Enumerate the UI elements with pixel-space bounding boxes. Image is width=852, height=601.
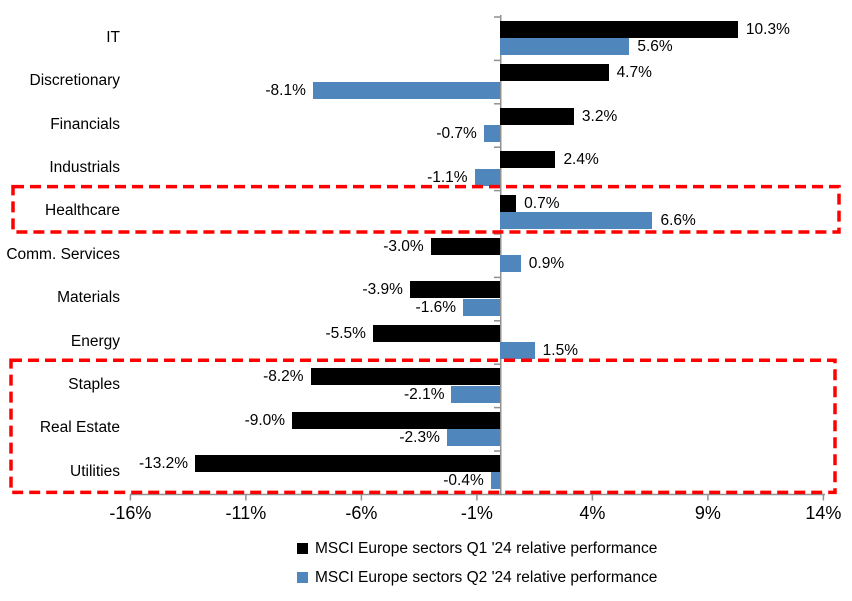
legend-swatch-q1-icon (297, 543, 308, 554)
bar-q1-utilities (195, 455, 500, 472)
value-label-q2-healthcare: 6.6% (660, 212, 696, 229)
bar-q1-staples (310, 368, 500, 386)
value-label-q1-energy: -5.5% (325, 324, 366, 342)
highlight-box-healthcare (11, 184, 841, 234)
x-tick-label-14: 14% (805, 503, 842, 523)
legend-item-q1: MSCI Europe sectors Q1 '24 relative perf… (297, 534, 657, 563)
value-label-q2-industrials: -1.1% (427, 168, 468, 186)
bar-q2-discretionary (312, 81, 500, 99)
bar-q1-energy (372, 324, 500, 342)
bar-q2-financials (483, 125, 500, 143)
value-label-q1-comm-services: -3.0% (383, 238, 424, 255)
legend-swatch-q2-icon (297, 572, 308, 583)
category-label-financials: Financials (50, 115, 120, 133)
bar-q2-real-estate (446, 429, 500, 446)
value-label-q2-staples: -2.1% (403, 385, 445, 403)
category-label-staples: Staples (68, 375, 120, 393)
category-label-healthcare: Healthcare (45, 202, 120, 220)
category-label-materials: Materials (57, 289, 120, 307)
category-label-real-estate: Real Estate (39, 419, 120, 437)
category-label-utilities: Utilities (70, 462, 120, 480)
bar-q2-staples (451, 385, 500, 403)
bar-q1-discretionary (500, 64, 609, 82)
value-label-q2-real-estate: -2.3% (399, 429, 440, 446)
category-label-comm-services: Comm. Services (6, 245, 120, 263)
legend-item-q2: MSCI Europe sectors Q2 '24 relative perf… (297, 563, 657, 592)
value-label-q1-financials: 3.2% (581, 107, 618, 125)
bar-q2-energy (500, 342, 535, 360)
bar-q1-real-estate (292, 411, 500, 429)
category-label-industrials: Industrials (49, 158, 120, 176)
value-label-q1-utilities: -13.2% (138, 455, 189, 472)
x-tick-label-6: -6% (345, 503, 378, 523)
x-tick-label-16: -16% (109, 503, 152, 523)
bar-q2-utilities (490, 472, 500, 490)
bar-q1-industrials (500, 151, 556, 169)
bar-q2-industrials (474, 168, 500, 186)
value-label-q1-real-estate: -9.0% (244, 411, 286, 429)
value-label-q2-materials: -1.6% (415, 298, 457, 316)
bar-q1-it (500, 21, 738, 38)
bar-q1-comm-services (430, 238, 500, 255)
value-label-q2-comm-services: 0.9% (528, 255, 565, 273)
legend-label-q1: MSCI Europe sectors Q1 '24 relative perf… (315, 539, 658, 557)
value-label-q1-materials: -3.9% (362, 281, 403, 299)
legend-label-q2: MSCI Europe sectors Q2 '24 relative perf… (315, 568, 658, 586)
value-label-q2-it: 5.6% (637, 38, 673, 56)
bar-q1-financials (500, 107, 574, 125)
x-tick-label-4: 4% (579, 503, 606, 523)
value-label-q1-it: 10.3% (745, 21, 790, 38)
x-tick-label-9: 9% (694, 503, 721, 523)
bar-q2-materials (463, 298, 500, 316)
x-tick-label-11: -11% (225, 503, 267, 523)
category-label-it: IT (106, 28, 120, 46)
value-label-q2-discretionary: -8.1% (265, 81, 306, 99)
x-tick-label-1: -1% (460, 503, 493, 523)
value-label-q1-healthcare: 0.7% (524, 194, 560, 212)
value-label-q1-industrials: 2.4% (563, 151, 599, 169)
value-label-q2-utilities: -0.4% (443, 472, 484, 490)
bar-q2-healthcare (500, 212, 653, 229)
category-label-energy: Energy (70, 332, 120, 350)
value-label-q2-financials: -0.7% (436, 125, 477, 143)
value-label-q1-discretionary: 4.7% (616, 64, 652, 82)
bar-q1-materials (409, 281, 500, 299)
bar-q2-it (500, 38, 630, 56)
bar-q2-comm-services (500, 255, 521, 273)
category-label-discretionary: Discretionary (29, 72, 120, 90)
value-label-q1-staples: -8.2% (263, 368, 304, 386)
legend: MSCI Europe sectors Q1 '24 relative perf… (297, 534, 657, 592)
value-label-q2-energy: 1.5% (542, 342, 578, 360)
bar-q1-healthcare (500, 194, 517, 212)
